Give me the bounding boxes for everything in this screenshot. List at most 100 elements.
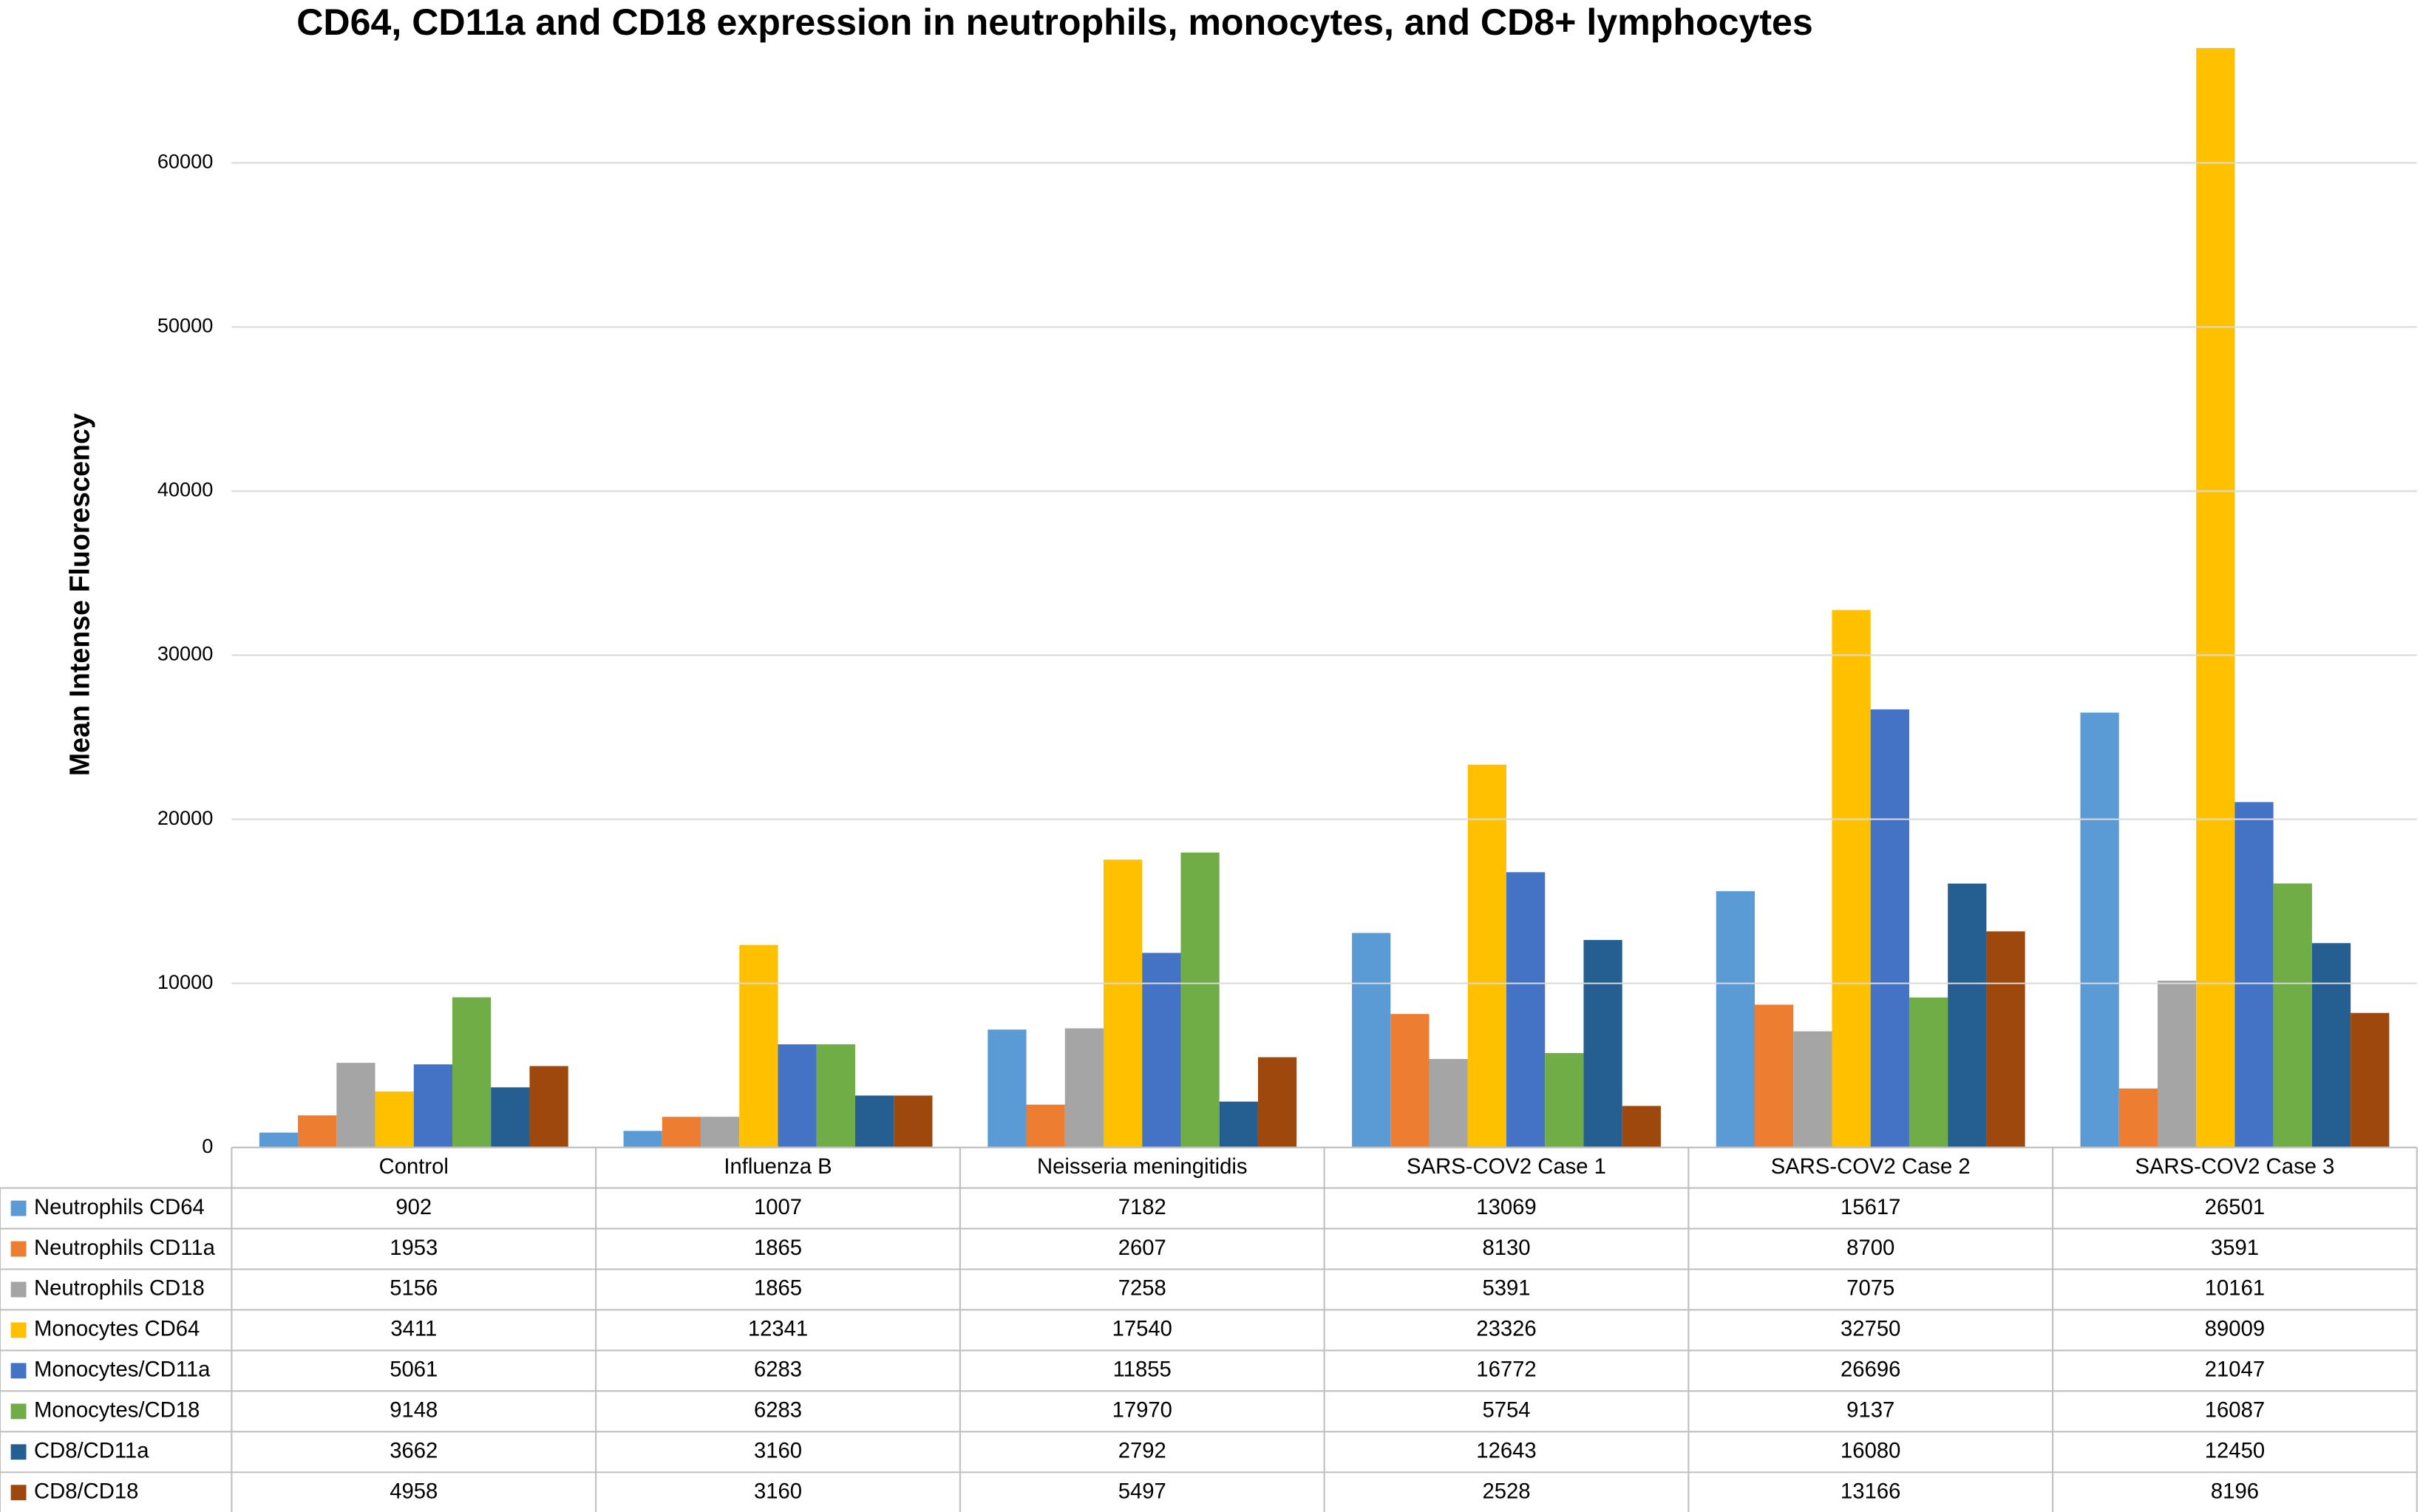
bar [1064,1028,1104,1148]
table-value: 5497 [1118,1479,1166,1503]
table-value: 2528 [1482,1479,1530,1503]
x-tick-label: SARS-COV2 Case 3 [2135,1155,2335,1179]
table-value: 3662 [390,1440,438,1463]
x-tick-label: Influenza B [724,1155,832,1179]
table-value: 5391 [1482,1277,1530,1301]
y-tick-label: 30000 [157,642,214,665]
table-value: 13069 [1476,1196,1536,1219]
table-value: 10161 [2205,1277,2265,1301]
y-tick-label: 60000 [157,150,214,173]
legend-label: Monocytes/CD18 [34,1399,200,1423]
legend-label: Monocytes/CD11a [34,1358,211,1382]
bar [1352,933,1391,1148]
table-value: 1007 [754,1196,802,1219]
table-value: 8700 [1846,1236,1894,1260]
table-value: 1865 [754,1236,802,1260]
table-value: 17540 [1112,1318,1172,1341]
bar [1909,997,1948,1148]
table-value: 26501 [2205,1196,2265,1219]
table-value: 5061 [390,1358,438,1382]
table-value: 3591 [2211,1236,2259,1260]
bar [778,1044,817,1148]
bar [1832,610,1871,1148]
legend-label: CD8/CD18 [34,1479,138,1503]
x-tick-label: SARS-COV2 Case 2 [1771,1155,1971,1179]
legend-label: Neutrophils CD11a [34,1236,216,1260]
bar [1793,1031,1832,1148]
table-value: 2607 [1118,1236,1166,1260]
table-value: 21047 [2205,1358,2265,1382]
table-value: 13166 [1841,1479,1900,1503]
bar [452,997,492,1148]
x-tick-label: Control [379,1155,449,1179]
bar [1583,939,1622,1148]
table-value: 15617 [1841,1196,1900,1219]
bar [1506,872,1546,1148]
bar [894,1095,933,1148]
y-tick-label: 0 [202,1134,213,1157]
table-value: 7182 [1118,1196,1166,1219]
bar [1142,953,1181,1148]
bar [336,1063,375,1148]
table-value: 8196 [2211,1479,2259,1503]
y-tick-label: 20000 [157,806,214,829]
bar [491,1087,530,1148]
table-value: 12341 [748,1318,808,1341]
table-value: 3411 [390,1318,437,1341]
table-value: 7258 [1118,1277,1166,1301]
table-value: 4958 [390,1479,438,1503]
bar [1390,1014,1430,1148]
bar [2311,943,2351,1148]
bar [1545,1052,1584,1148]
bar [1755,1004,1794,1148]
bar [1026,1104,1065,1148]
table-value: 12450 [2205,1440,2265,1463]
legend-swatch [10,1200,27,1216]
bar [298,1115,337,1148]
table-value: 89009 [2205,1318,2265,1341]
bar [375,1091,414,1148]
table-value: 5156 [390,1277,438,1301]
legend-swatch [10,1485,27,1501]
chart-title: CD64, CD11a and CD18 expression in neutr… [296,1,1813,43]
bar [662,1117,701,1148]
table-value: 7075 [1846,1277,1894,1301]
bar [1180,852,1220,1148]
table-value: 1953 [390,1236,438,1260]
legend-label: Neutrophils CD64 [34,1196,205,1219]
bar [1622,1106,1661,1148]
table-value: 902 [395,1196,432,1219]
table-value: 2792 [1118,1440,1166,1463]
table-value: 5754 [1482,1399,1530,1423]
table-value: 23326 [1476,1318,1536,1341]
table-value: 16087 [2205,1399,2265,1423]
y-axis-label: Mean Intense Fluorescency [64,413,95,776]
table-value: 6283 [754,1399,802,1423]
table-value: 16772 [1476,1358,1536,1382]
y-tick-label: 50000 [157,314,214,337]
bar [2157,981,2197,1148]
x-tick-label: Neisseria meningitidis [1037,1155,1248,1179]
bar [1986,931,2025,1148]
bar [1716,890,1755,1148]
legend-label: Monocytes CD64 [34,1318,200,1341]
bar [2196,48,2235,1148]
bar [1429,1058,1468,1148]
table-value: 3160 [754,1440,802,1463]
legend-label: CD8/CD11a [34,1440,149,1463]
bar [2234,802,2274,1148]
bar [529,1066,568,1148]
bar [2273,883,2312,1148]
legend-swatch [10,1281,27,1298]
table-value: 11855 [1113,1358,1172,1382]
legend-swatch [10,1363,27,1379]
bar [623,1131,662,1148]
plot-area [259,48,2390,1148]
bar [739,944,778,1148]
bar [1948,883,1987,1148]
bar [1219,1101,1258,1148]
bar [1257,1057,1297,1148]
table-value: 32750 [1841,1318,1900,1341]
table-value: 26696 [1841,1358,1900,1382]
